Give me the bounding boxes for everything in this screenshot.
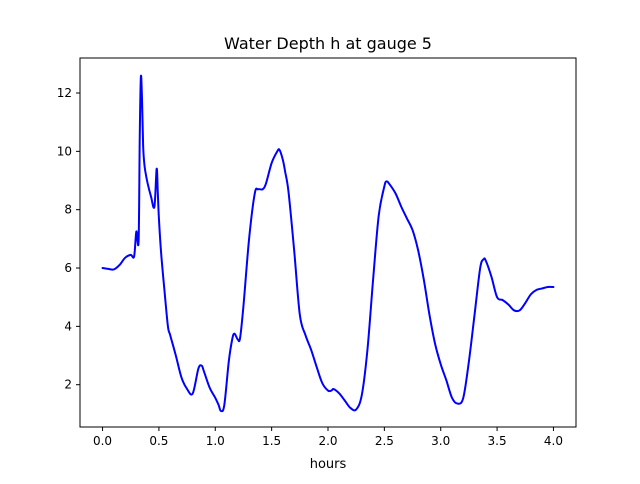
- x-tick-label: 1.5: [262, 434, 281, 448]
- x-axis-label: hours: [310, 457, 347, 472]
- x-tick-label: 1.0: [206, 434, 225, 448]
- y-tick-label: 4: [64, 319, 72, 333]
- y-tick-label: 8: [64, 203, 72, 217]
- x-tick-label: 2.5: [375, 434, 394, 448]
- x-tick-label: 4.0: [544, 434, 563, 448]
- x-tick-label: 0.0: [93, 434, 112, 448]
- x-tick-label: 0.5: [149, 434, 168, 448]
- y-tick-label: 2: [64, 378, 72, 392]
- y-tick-label: 6: [64, 261, 72, 275]
- plot-area: [101, 74, 555, 413]
- series-line-0: [101, 74, 555, 413]
- x-tick-label: 3.0: [431, 434, 450, 448]
- y-axis: 2 4 6 8 10 12: [57, 86, 80, 392]
- y-tick-label: 12: [57, 86, 72, 100]
- y-tick-label: 10: [57, 144, 72, 158]
- chart-title: Water Depth h at gauge 5: [224, 34, 432, 53]
- x-tick-label: 3.5: [488, 434, 507, 448]
- x-tick-label: 2.0: [318, 434, 337, 448]
- x-axis: 0.0 0.5 1.0 1.5 2.0 2.5 3.0 3.5 4.0: [93, 427, 563, 448]
